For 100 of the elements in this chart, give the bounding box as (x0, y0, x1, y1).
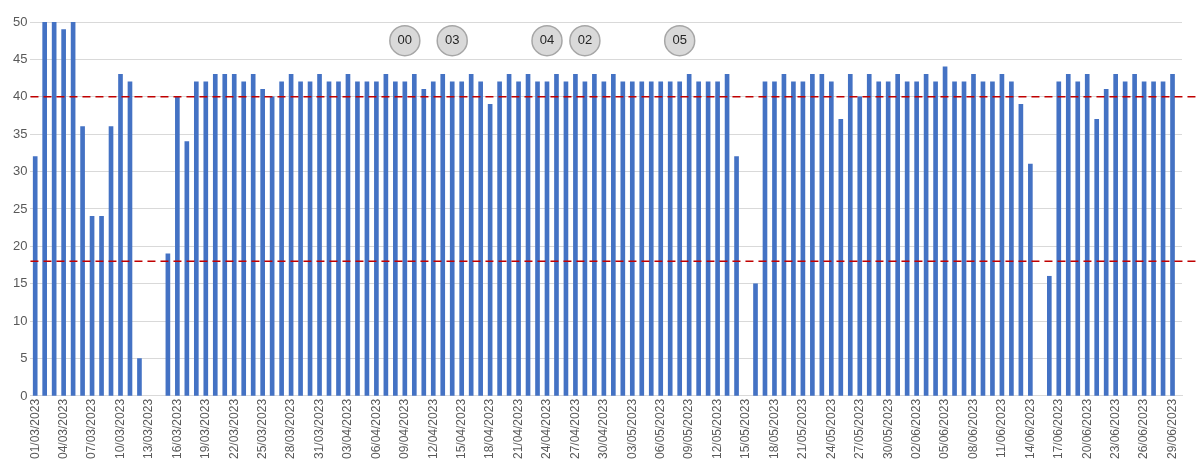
bar (734, 156, 739, 396)
bar (990, 81, 995, 396)
bar (231, 74, 237, 396)
annotation: 00 (397, 32, 413, 48)
bar (857, 96, 863, 396)
x-tick-label: 15/04/2023 (454, 398, 469, 459)
x-tick-label: 11/06/2023 (994, 398, 1009, 459)
y-tick-label: 40 (12, 88, 28, 104)
x-tick-label: 16/03/2023 (169, 398, 184, 459)
y-tick-label: 10 (12, 312, 28, 328)
bar (440, 74, 446, 396)
x-tick-label: 01/03/2023 (27, 398, 42, 459)
bar (620, 81, 626, 396)
bar (639, 81, 645, 396)
bar (374, 81, 379, 396)
bar (696, 81, 701, 396)
bar (914, 81, 919, 396)
bar (885, 81, 891, 396)
bar (838, 118, 844, 396)
x-tick-label: 03/05/2023 (624, 398, 639, 459)
x-tick-label: 19/03/2023 (198, 398, 213, 459)
bar (952, 81, 957, 396)
x-tick-label: 04/03/2023 (55, 398, 70, 459)
x-tick-label: 27/04/2023 (567, 398, 582, 459)
bar (298, 81, 303, 396)
bar (1009, 81, 1014, 396)
bar (592, 74, 597, 396)
bar (677, 81, 683, 396)
x-tick-label: 03/04/2023 (340, 398, 355, 459)
x-tick-label: 10/03/2023 (112, 398, 127, 459)
x-tick-label: 15/05/2023 (738, 398, 753, 459)
bar (1028, 163, 1033, 396)
bar (203, 81, 209, 396)
x-tick-label: 18/05/2023 (766, 398, 781, 459)
bar (250, 74, 256, 396)
bar (336, 81, 341, 396)
x-tick-label: 26/06/2023 (1136, 398, 1151, 459)
bar (411, 74, 417, 396)
bar (535, 81, 540, 396)
bar (317, 74, 322, 396)
bar (1065, 74, 1071, 396)
x-tick-label: 08/06/2023 (965, 398, 980, 459)
bar (1132, 74, 1137, 396)
bar (393, 81, 398, 396)
bar (1046, 275, 1052, 396)
bar (61, 29, 66, 396)
x-tick-label: 21/05/2023 (795, 398, 810, 459)
x-tick-label: 25/03/2023 (254, 398, 269, 459)
bar (222, 74, 228, 396)
x-tick-label: 20/06/2023 (1079, 398, 1094, 459)
x-tick-label: 09/05/2023 (681, 398, 696, 459)
bar (971, 74, 976, 396)
x-tick-label: 31/03/2023 (311, 398, 326, 459)
x-tick-label: 23/06/2023 (1107, 398, 1122, 459)
x-tick-label: 30/04/2023 (596, 398, 611, 459)
bar (421, 88, 427, 396)
bar (554, 74, 559, 396)
x-tick-label: 12/05/2023 (709, 398, 724, 459)
y-tick-label: 50 (12, 13, 28, 29)
bar (1075, 81, 1081, 396)
bar (866, 74, 872, 396)
x-tick-label: 24/05/2023 (823, 398, 838, 459)
bar (829, 81, 834, 396)
bar (810, 74, 815, 396)
x-tick-label: 30/05/2023 (880, 398, 895, 459)
annotation: 04 (539, 32, 555, 48)
x-tick-label: 12/04/2023 (425, 398, 440, 459)
bar (933, 81, 938, 396)
y-tick-label: 15 (12, 275, 28, 291)
bar (1094, 118, 1100, 396)
bar (212, 74, 218, 396)
x-tick-label: 17/06/2023 (1051, 398, 1066, 459)
bar (99, 216, 104, 396)
annotation: 05 (672, 32, 687, 48)
x-tick-label: 05/06/2023 (937, 398, 952, 459)
bar (459, 81, 465, 396)
bar (715, 81, 720, 396)
bar (430, 81, 436, 396)
bar (1056, 81, 1062, 396)
bar (118, 74, 123, 396)
x-tick-label: 24/04/2023 (539, 398, 554, 459)
bar (497, 81, 502, 396)
bar (611, 74, 616, 396)
x-tick-label: 13/03/2023 (141, 398, 156, 459)
y-tick-label: 0 (20, 387, 28, 403)
bar (895, 74, 900, 396)
x-tick-label: 06/04/2023 (368, 398, 383, 459)
x-tick-label: 14/06/2023 (1022, 398, 1037, 459)
bar (1170, 74, 1175, 396)
x-tick-label: 28/03/2023 (283, 398, 298, 459)
bar (648, 81, 654, 396)
bar (1084, 74, 1090, 396)
bar (753, 283, 758, 396)
bar (468, 74, 474, 396)
x-tick-label: 07/03/2023 (84, 398, 99, 459)
y-tick-label: 5 (20, 350, 28, 366)
y-tick-label: 20 (12, 237, 28, 253)
bar (478, 81, 483, 396)
x-tick-label: 22/03/2023 (226, 398, 241, 459)
x-tick-label: 27/05/2023 (852, 398, 867, 459)
